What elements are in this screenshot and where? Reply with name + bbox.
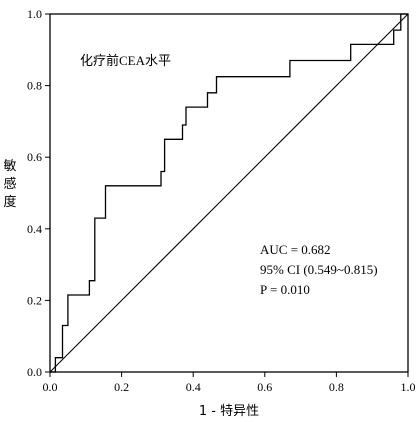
y-axis-title: 敏感度 bbox=[3, 159, 16, 210]
x-axis: 0.0 0.2 0.4 0.6 0.8 1.0 bbox=[43, 372, 416, 394]
y-axis-title-char: 敏 bbox=[3, 159, 16, 174]
x-tick-label: 0.2 bbox=[114, 380, 129, 394]
plot-area bbox=[49, 13, 409, 373]
y-tick-label: 0.6 bbox=[27, 150, 42, 164]
y-axis-title-char: 感 bbox=[3, 176, 16, 192]
ci-annotation: 95% CI (0.549~0.815) bbox=[260, 262, 378, 277]
y-tick-label: 0.4 bbox=[27, 222, 42, 236]
y-tick-label: 1.0 bbox=[27, 7, 42, 21]
p-value-annotation: P = 0.010 bbox=[260, 282, 310, 297]
y-tick-label: 0.8 bbox=[27, 79, 42, 93]
x-tick-label: 0.0 bbox=[43, 380, 58, 394]
x-tick-label: 1.0 bbox=[401, 380, 416, 394]
x-tick-label: 0.8 bbox=[329, 380, 344, 394]
y-tick-label: 0.2 bbox=[27, 293, 42, 307]
x-axis-title: 1 - 特异性 bbox=[199, 404, 259, 419]
roc-curve-line bbox=[50, 13, 408, 373]
reference-diagonal-line bbox=[49, 13, 409, 373]
y-axis: 0.0 0.2 0.4 0.6 0.8 1.0 bbox=[27, 7, 50, 379]
x-tick-label: 0.6 bbox=[257, 380, 272, 394]
plot-frame bbox=[49, 13, 409, 373]
series-label: 化疗前CEA水平 bbox=[80, 53, 171, 68]
x-tick-label: 0.4 bbox=[186, 380, 201, 394]
auc-annotation: AUC = 0.682 bbox=[260, 242, 331, 257]
y-axis-title-char: 度 bbox=[3, 194, 16, 210]
series-group bbox=[49, 13, 409, 373]
y-tick-label: 0.0 bbox=[27, 365, 42, 379]
